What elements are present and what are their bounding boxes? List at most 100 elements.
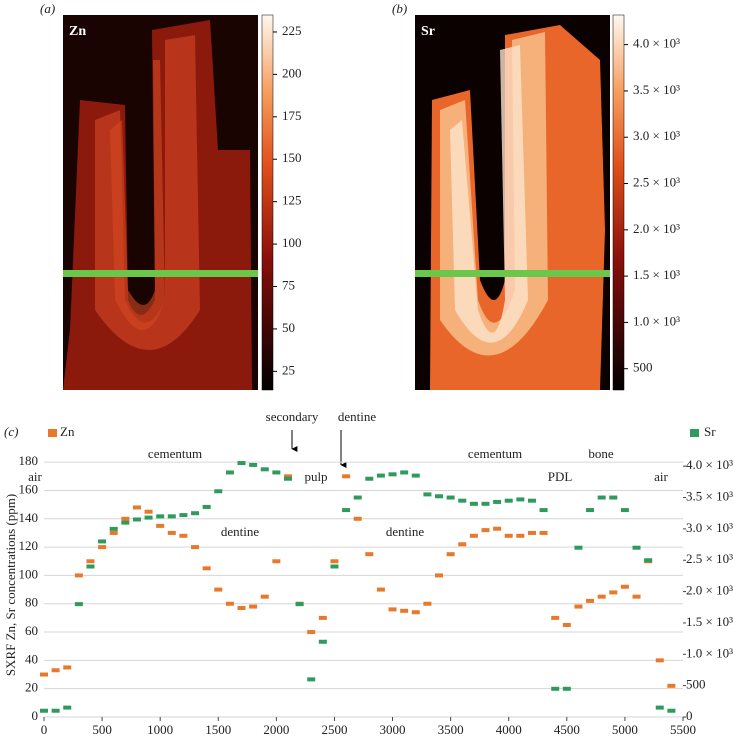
point [655,705,664,710]
point [132,517,141,522]
point [516,497,525,502]
point [574,545,583,550]
colorbar-tick-label: 125 [282,193,302,208]
point [655,658,664,663]
y-tick-label: 40 [25,651,38,666]
y2-tick-label: 3.0 × 10³ [686,520,733,535]
point [586,508,595,513]
point [51,668,60,673]
x-tick-label: 2500 [321,722,347,737]
point [446,495,455,500]
point [504,533,513,538]
x-tick-label: 3000 [380,722,406,737]
y-tick-label: 180 [19,453,39,468]
point [237,605,246,610]
point [481,501,490,506]
x-tick-label: 1500 [205,722,231,737]
point [318,615,327,620]
annotation: dentine [221,524,259,539]
map-label: Sr [421,24,435,39]
point [493,499,502,504]
colorbar-tick-label: 100 [282,235,302,250]
point [667,683,676,688]
colorbar-tick-label: 4.0 × 10³ [633,36,680,51]
point [527,498,536,503]
point [132,505,141,510]
point [237,461,246,466]
point [597,594,606,599]
x-tick-label: 0 [41,722,48,737]
annotation: bone [588,446,614,461]
point [86,564,95,569]
y-tick-label: 80 [25,595,38,610]
y2-tick-label: 2.0 × 10³ [686,583,733,598]
point [527,530,536,535]
point [86,559,95,564]
colorbar-tick-label: 150 [282,150,302,165]
x-tick-label: 5500 [670,722,696,737]
legend-marker [690,429,699,437]
point [260,467,269,472]
map-label: Zn [69,24,86,39]
colorbar-tick-label: 500 [633,360,653,375]
point [423,492,432,497]
colorbar-tick-label: 225 [282,23,302,38]
point [539,508,548,513]
point [272,470,281,475]
y-tick-label: 20 [25,680,38,695]
point [225,470,234,475]
x-tick-label: 3500 [438,722,464,737]
colorbar-tick-label: 50 [282,320,295,335]
point [202,566,211,571]
point [551,686,560,691]
annotation: PDL [548,469,573,484]
point [423,601,432,606]
y-tick-label: 120 [19,538,39,553]
point [225,601,234,606]
point [632,545,641,550]
point [191,545,200,550]
colorbar-tick-label: 175 [282,108,302,123]
y-tick-label: 100 [19,566,39,581]
point [342,508,351,513]
colorbar-tick-label: 2.0 × 10³ [633,221,680,236]
point [609,495,618,500]
point [644,558,653,563]
point [458,498,467,503]
annotation: air [28,469,42,484]
x-tick-label: 4000 [496,722,522,737]
panel-label: (b) [392,1,407,16]
point [493,526,502,531]
point [74,602,83,607]
point [551,615,560,620]
x-tick-label: 5000 [612,722,638,737]
point [353,495,362,500]
colorbar-tick-label: 1.0 × 10³ [633,313,680,328]
point [330,559,339,564]
annotation: cementum [468,446,522,461]
colorbar-tick-label: 3.0 × 10³ [633,128,680,143]
point [353,516,362,521]
y-tick-label: 140 [19,510,39,525]
point [156,514,165,519]
point [365,552,374,557]
point [435,494,444,499]
annotation: dentine [338,409,376,424]
annotation: cementum [148,446,202,461]
point [249,462,258,467]
point [167,514,176,519]
point [156,523,165,528]
point [469,533,478,538]
point [388,607,397,612]
annotation: secondary [266,409,319,424]
colorbar-tick-label: 1.5 × 10³ [633,267,680,282]
legend-label: Zn [60,424,75,439]
point [388,472,397,477]
colorbar-tick-label: 25 [282,362,295,377]
point [597,495,606,500]
point [365,476,374,481]
point [214,587,223,592]
point [109,530,118,535]
colorbar [612,14,625,391]
